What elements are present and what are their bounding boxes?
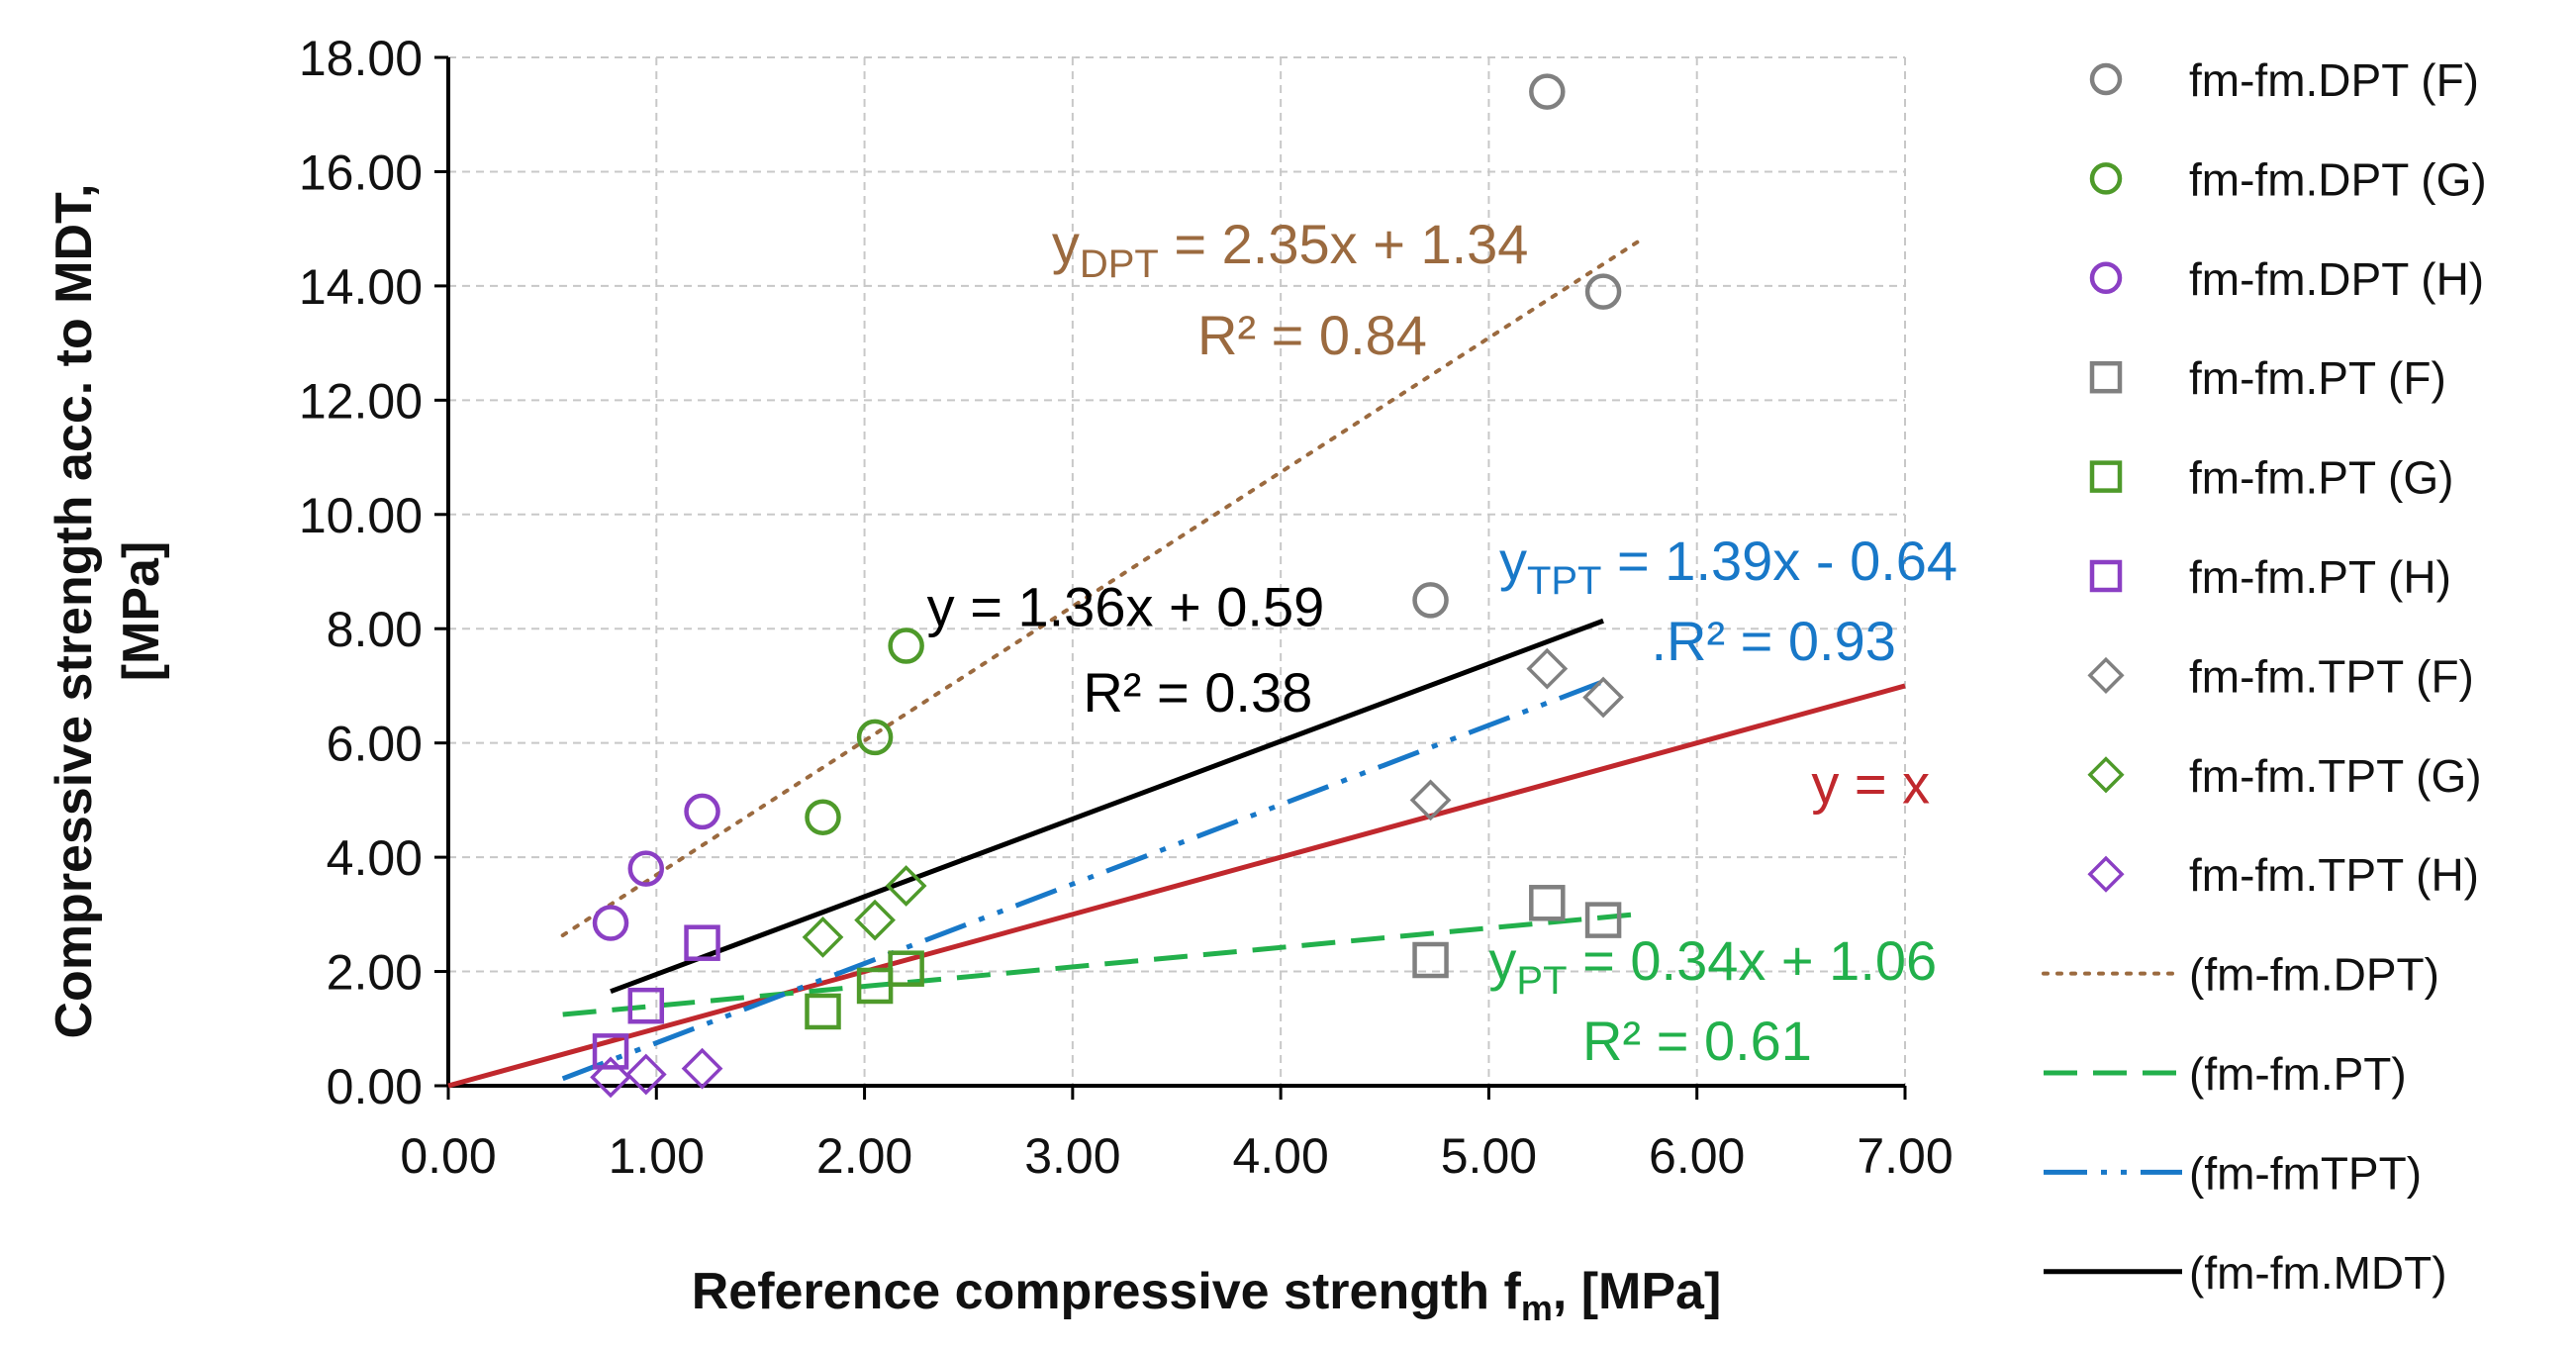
chart-grid [448,56,1906,1086]
legend-label: fm-fm.DPT (H) [2189,253,2484,305]
x-tick-label: 7.00 [1857,1128,1953,1184]
legend-label: fm-fm.PT (H) [2189,551,2451,603]
y-axis-title-line-2: [MPa] [113,541,170,682]
legend-marker-square [2089,360,2123,394]
legend-label: fm-fm.TPT (G) [2189,750,2482,802]
x-tick-label: 0.00 [400,1128,496,1184]
legend-label: fm-fm.DPT (G) [2189,153,2487,205]
data-point-square [592,1033,629,1070]
legend-marker-diamond [2087,756,2125,794]
data-point-square [1584,902,1622,938]
legend-label: (fm-fm.PT) [2189,1048,2407,1100]
legend-marker-square [2089,460,2123,493]
data-point-square [1412,941,1449,979]
x-axis-title: Reference compressive strength fm, [MPa] [692,1263,1722,1328]
data-point-circle [1529,73,1566,110]
legend-label: (fm-fm.DPT) [2189,949,2439,1001]
chart-legend: fm-fm.DPT (F) fm-fm.DPT (G) fm-fm.DPT (H) f… [2042,54,2487,1299]
trendline-solid [610,618,1604,995]
data-point-circle [684,793,720,830]
r-squared-dpt: R² = 0.84 [1197,304,1427,366]
trendline-dashdot [561,679,1604,1082]
data-point-diamond [1409,779,1452,821]
data-point-square [627,987,665,1024]
legend-marker-square [2089,559,2123,593]
r-squared-tpt: .R² = 0.93 [1651,610,1895,672]
legend-label: fm-fm.PT (F) [2189,352,2446,404]
legend-label: fm-fm.PT (G) [2189,452,2453,504]
trendline-dashed [562,911,1646,1017]
legend-marker-circle [2089,261,2123,295]
data-point-circle [1584,273,1622,310]
chart-axes [446,57,1905,1088]
r-squared-mdt: R² = 0.38 [1083,661,1312,724]
equation-dpt: yDPT = 2.35x + 1.34 [1052,213,1529,286]
y-tick-label: 14.00 [299,259,423,315]
y-tick-label: 2.00 [327,945,423,1001]
data-point-diamond [854,899,896,941]
data-point-square [888,950,924,987]
data-point-circle [1412,582,1449,619]
equation-ref: y = x [1811,752,1930,815]
data-point-circle [888,627,924,664]
data-point-diamond [681,1047,723,1090]
data-point-square [805,993,841,1030]
legend-marker-diamond [2087,656,2125,694]
legend-label: (fm-fmTPT) [2189,1147,2422,1199]
data-point-diamond [590,1056,631,1099]
r-squared-pt: R² = 0.61 [1582,1010,1812,1072]
data-point-circle [856,719,894,756]
x-tick-label: 2.00 [816,1128,912,1184]
data-point-circle [592,905,629,941]
chart-points [590,73,1624,1099]
legend-label: fm-fm.DPT (F) [2189,54,2479,106]
y-tick-label: 6.00 [327,717,423,772]
x-tick-label: 3.00 [1024,1128,1120,1184]
y-axis-title-line-1: Compressive strength acc. to MDT, [46,184,103,1039]
legend-label: fm-fm.TPT (H) [2189,849,2479,901]
legend-label: fm-fm.TPT (F) [2189,650,2474,702]
equation-tpt: yTPT = 1.39x - 0.64 [1499,530,1957,603]
equation-mdt: y = 1.36x + 0.59 [927,575,1325,637]
x-tick-label: 1.00 [609,1128,705,1184]
equation-pt: yPT = 0.34x + 1.06 [1488,929,1937,1003]
y-tick-label: 12.00 [299,373,423,429]
y-tick-label: 4.00 [327,830,423,886]
data-point-circle [627,850,665,887]
data-point-square [684,924,720,961]
data-point-diamond [802,917,844,958]
x-tick-label: 4.00 [1232,1128,1328,1184]
y-tick-label: 8.00 [327,602,423,657]
data-point-diamond [1526,647,1569,690]
y-tick-label: 0.00 [327,1059,423,1114]
data-point-square [1529,885,1566,921]
data-point-diamond [624,1053,667,1096]
data-point-circle [805,799,841,835]
legend-label: (fm-fm.MDT) [2189,1247,2447,1299]
reference-line-y-equals-x [447,683,1906,1089]
y-tick-label: 18.00 [299,31,423,86]
axis-titles: Reference compressive strength fm, [MPa]… [46,184,1721,1329]
x-tick-label: 6.00 [1649,1128,1745,1184]
legend-marker-circle [2089,162,2123,195]
chart-annotations: yDPT = 2.35x + 1.34 R² = 0.84 yTPT = 1.39x… [927,213,1957,1072]
data-point-diamond [885,865,927,907]
y-tick-label: 16.00 [299,145,423,200]
legend-marker-circle [2089,62,2123,96]
chart-lines [447,235,1906,1089]
data-point-diamond [1582,676,1624,719]
chart-ticks: 0.00 1.00 2.00 3.00 4.00 5.00 6.00 7.00 0.00 2.00… [299,31,1954,1184]
y-tick-label: 10.00 [299,488,423,543]
x-tick-label: 5.00 [1441,1128,1537,1184]
legend-marker-diamond [2087,855,2125,893]
